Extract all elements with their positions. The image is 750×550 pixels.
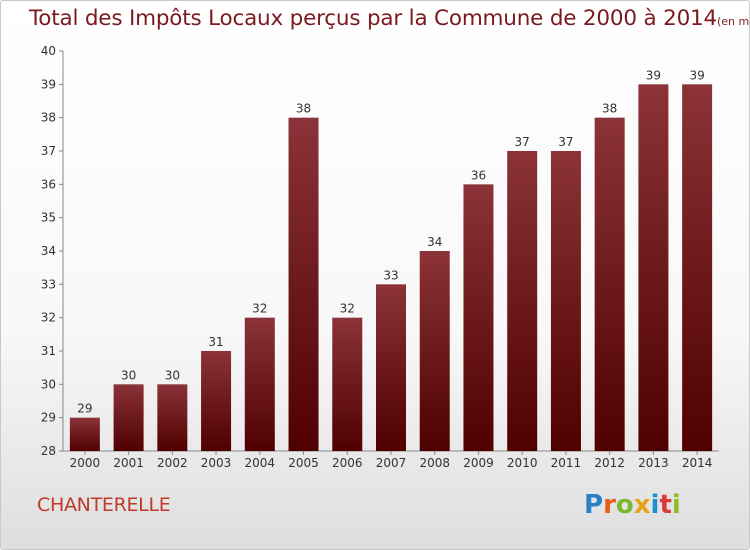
x-tick-label-2002: 2002 (157, 456, 188, 470)
y-tick-label: 29 (41, 411, 56, 425)
chart-axes: 28 29 30 31 32 33 34 35 36 37 38 39 40 2000 2001 2002 20… (41, 44, 719, 470)
y-tick-label: 40 (41, 44, 56, 58)
data-label-2014: 39 (689, 68, 704, 82)
bar-2004 (244, 317, 275, 451)
y-tick-label: 37 (41, 144, 56, 158)
data-label-2013: 39 (646, 68, 661, 82)
bar-2012 (594, 117, 625, 452)
logo-letter: P (584, 490, 604, 520)
x-tick-label-2014: 2014 (682, 456, 713, 470)
y-tick-label: 30 (41, 377, 56, 391)
y-tick-label: 34 (41, 244, 56, 258)
data-label-2012: 38 (602, 102, 617, 116)
x-tick-label-2004: 2004 (245, 456, 276, 470)
logo-letter: o (615, 490, 634, 520)
data-label-2006: 32 (340, 302, 355, 316)
data-label-2004: 32 (252, 302, 267, 316)
x-tick-label-2013: 2013 (638, 456, 669, 470)
bar-2013 (638, 84, 669, 451)
bar-2002 (157, 384, 188, 451)
data-label-2002: 30 (165, 368, 180, 382)
x-tick-label-2001: 2001 (113, 456, 144, 470)
bar-2003 (201, 351, 232, 451)
x-tick-label-2008: 2008 (419, 456, 450, 470)
x-tick-label-2009: 2009 (463, 456, 494, 470)
x-tick-label-2011: 2011 (551, 456, 582, 470)
bar-2005 (288, 117, 319, 452)
chart-title-text: Total des Impôts Locaux perçus par la Co… (29, 6, 717, 31)
data-label-2000: 29 (77, 402, 92, 416)
logo-letter: r (603, 490, 616, 520)
data-label-2005: 38 (296, 102, 311, 116)
y-tick-label: 35 (41, 211, 56, 225)
proxiti-logo: Proxiti (584, 490, 681, 520)
bar-2011 (550, 151, 581, 451)
data-label-2007: 33 (383, 268, 398, 282)
x-tick-label-2000: 2000 (70, 456, 101, 470)
bar-2009 (463, 184, 494, 452)
y-tick-label: 38 (41, 111, 56, 125)
bar-2000 (69, 417, 100, 451)
bar-2006 (332, 317, 363, 451)
y-tick-label: 39 (41, 77, 56, 91)
bar-2010 (507, 151, 538, 451)
logo-letter: i (650, 490, 660, 520)
logo-letter: x (633, 490, 651, 520)
x-tick-label-2010: 2010 (507, 456, 538, 470)
chart-title: Total des Impôts Locaux perçus par la Co… (29, 6, 750, 31)
chart-bars (69, 84, 713, 452)
x-tick-label-2007: 2007 (376, 456, 407, 470)
y-tick-label: 31 (41, 344, 56, 358)
logo-letter: t (659, 490, 672, 520)
y-tick-label: 32 (41, 311, 56, 325)
bar-2007 (376, 284, 406, 451)
data-label-2001: 30 (121, 368, 136, 382)
bar-2014 (682, 84, 713, 451)
chart-data-labels: 29 30 30 31 32 38 32 33 34 36 37 37 38 39 39 (77, 68, 705, 415)
bar-2001 (113, 384, 144, 451)
data-label-2009: 36 (471, 168, 486, 182)
data-label-2008: 34 (427, 235, 442, 249)
x-tick-label-2012: 2012 (594, 456, 625, 470)
data-label-2010: 37 (515, 135, 530, 149)
logo-letter: i (671, 490, 681, 520)
x-tick-label-2005: 2005 (288, 456, 319, 470)
data-label-2003: 31 (208, 335, 223, 349)
x-tick-label-2006: 2006 (332, 456, 363, 470)
bar-2008 (419, 251, 450, 451)
data-label-2011: 37 (558, 135, 573, 149)
x-tick-label-2003: 2003 (201, 456, 232, 470)
chart-title-unit: (en milliers d'€) (717, 15, 750, 28)
y-tick-label: 28 (41, 444, 56, 458)
commune-name: CHANTERELLE (37, 494, 171, 516)
y-tick-label: 36 (41, 177, 56, 191)
y-tick-label: 33 (41, 277, 56, 291)
